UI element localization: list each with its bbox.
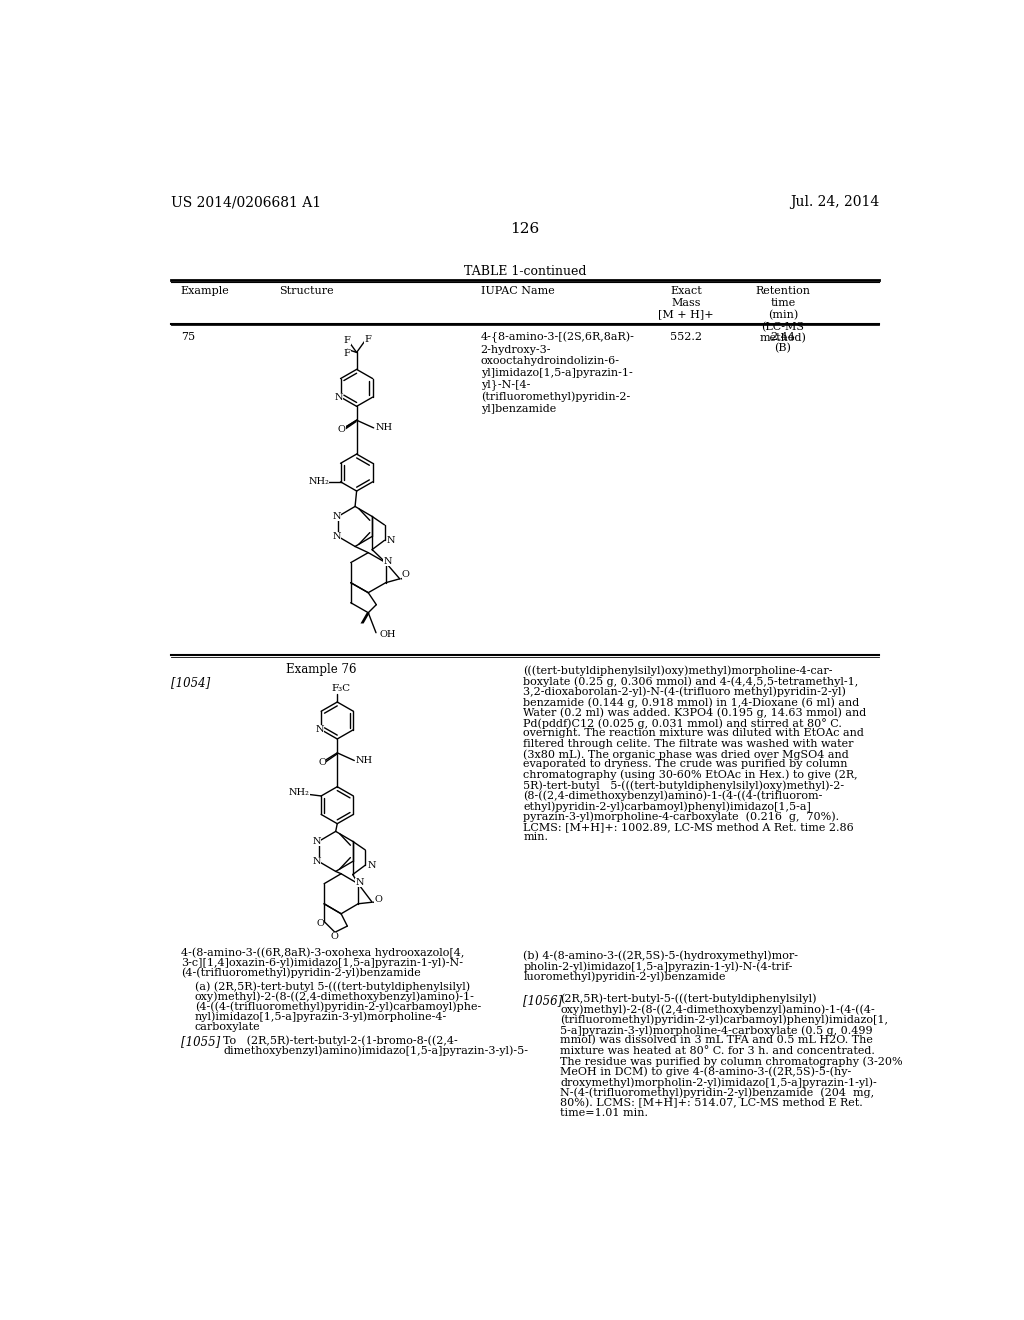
Text: [1054]: [1054] — [171, 677, 210, 689]
Text: (8-((2,4-dimethoxybenzyl)amino)-1-(4-((4-(trifluorom-: (8-((2,4-dimethoxybenzyl)amino)-1-(4-((4… — [523, 791, 822, 801]
Text: O: O — [318, 758, 327, 767]
Text: N: N — [315, 725, 324, 734]
Text: IUPAC Name: IUPAC Name — [480, 286, 554, 296]
Text: mmol) was dissolved in 3 mL TFA and 0.5 mL H2O. The: mmol) was dissolved in 3 mL TFA and 0.5 … — [560, 1035, 873, 1045]
Text: O: O — [331, 932, 339, 941]
Text: N: N — [332, 532, 341, 541]
Text: Exact
Mass
[M + H]+: Exact Mass [M + H]+ — [658, 286, 714, 319]
Text: N: N — [313, 857, 322, 866]
Text: luoromethyl)pyridin-2-yl)benzamide: luoromethyl)pyridin-2-yl)benzamide — [523, 972, 726, 982]
Text: F₃C: F₃C — [332, 685, 350, 693]
Text: NH₂: NH₂ — [289, 788, 310, 797]
Text: 3-c][1,4]oxazin-6-yl)imidazo[1,5-a]pyrazin-1-yl)-N-: 3-c][1,4]oxazin-6-yl)imidazo[1,5-a]pyraz… — [180, 958, 463, 969]
Text: (4-((4-(trifluoromethyl)pyridin-2-yl)carbamoyl)phe-: (4-((4-(trifluoromethyl)pyridin-2-yl)car… — [195, 1002, 481, 1012]
Text: O: O — [338, 425, 346, 434]
Text: 4-{8-amino-3-[(2S,6R,8aR)-
2-hydroxy-3-
oxooctahydroindolizin-6-
yl]imidazo[1,5-: 4-{8-amino-3-[(2S,6R,8aR)- 2-hydroxy-3- … — [480, 331, 635, 414]
Text: Example 76: Example 76 — [287, 663, 357, 676]
Text: N: N — [335, 392, 343, 401]
Text: dimethoxybenzyl)amino)imidazo[1,5-a]pyrazin-3-yl)-5-: dimethoxybenzyl)amino)imidazo[1,5-a]pyra… — [223, 1045, 528, 1056]
Text: benzamide (0.144 g, 0.918 mmol) in 1,4-Dioxane (6 ml) and: benzamide (0.144 g, 0.918 mmol) in 1,4-D… — [523, 697, 859, 708]
Text: N: N — [368, 861, 376, 870]
Polygon shape — [360, 612, 370, 623]
Text: (b) 4-(8-amino-3-((2R,5S)-5-(hydroxymethyl)mor-: (b) 4-(8-amino-3-((2R,5S)-5-(hydroxymeth… — [523, 950, 799, 961]
Text: NH: NH — [375, 424, 392, 433]
Text: Example: Example — [180, 286, 229, 296]
Text: (((tert-butyldiphenylsilyl)oxy)methyl)morpholine-4-car-: (((tert-butyldiphenylsilyl)oxy)methyl)mo… — [523, 665, 833, 676]
Text: pyrazin-3-yl)morpholine-4-carboxylate  (0.216  g,  70%).: pyrazin-3-yl)morpholine-4-carboxylate (0… — [523, 812, 840, 822]
Text: N: N — [387, 536, 395, 545]
Text: N: N — [383, 557, 391, 565]
Text: (4-(trifluoromethyl)pyridin-2-yl)benzamide: (4-(trifluoromethyl)pyridin-2-yl)benzami… — [180, 968, 421, 978]
Text: carboxylate: carboxylate — [195, 1022, 260, 1031]
Text: TABLE 1-continued: TABLE 1-continued — [464, 264, 586, 277]
Text: LCMS: [M+H]+: 1002.89, LC-MS method A Ret. time 2.86: LCMS: [M+H]+: 1002.89, LC-MS method A Re… — [523, 822, 854, 832]
Text: To   (2R,5R)-tert-butyl-2-(1-bromo-8-((2,4-: To (2R,5R)-tert-butyl-2-(1-bromo-8-((2,4… — [223, 1035, 458, 1045]
Text: NH: NH — [356, 756, 373, 766]
Text: The residue was purified by column chromatography (3-20%: The residue was purified by column chrom… — [560, 1056, 903, 1067]
Text: 126: 126 — [510, 222, 540, 235]
Text: F: F — [344, 337, 351, 346]
Text: time=1.01 min.: time=1.01 min. — [560, 1109, 648, 1118]
Text: MeOH in DCM) to give 4-(8-amino-3-((2R,5S)-5-(hy-: MeOH in DCM) to give 4-(8-amino-3-((2R,5… — [560, 1067, 852, 1077]
Text: droxymethyl)morpholin-2-yl)imidazo[1,5-a]pyrazin-1-yl)-: droxymethyl)morpholin-2-yl)imidazo[1,5-a… — [560, 1077, 878, 1088]
Text: Water (0.2 ml) was added. K3PO4 (0.195 g, 14.63 mmol) and: Water (0.2 ml) was added. K3PO4 (0.195 g… — [523, 708, 866, 718]
Text: N: N — [313, 837, 322, 846]
Text: 4-(8-amino-3-((6R,8aR)-3-oxohexa hydrooxazolo[4,: 4-(8-amino-3-((6R,8aR)-3-oxohexa hydroox… — [180, 948, 464, 958]
Text: 75: 75 — [180, 331, 195, 342]
Text: filtered through celite. The filtrate was washed with water: filtered through celite. The filtrate wa… — [523, 739, 854, 748]
Text: oxy)methyl)-2-(8-((2,4-dimethoxybenzyl)amino)-1-(4-((4-: oxy)methyl)-2-(8-((2,4-dimethoxybenzyl)a… — [560, 1005, 876, 1015]
Text: NH₂: NH₂ — [308, 478, 330, 486]
Text: overnight. The reaction mixture was diluted with EtOAc and: overnight. The reaction mixture was dilu… — [523, 729, 864, 738]
Text: F: F — [344, 350, 351, 359]
Text: [1056]: [1056] — [523, 994, 562, 1007]
Text: Jul. 24, 2014: Jul. 24, 2014 — [790, 195, 879, 210]
Text: O: O — [402, 570, 410, 579]
Text: N: N — [332, 512, 341, 521]
Text: ethyl)pyridin-2-yl)carbamoyl)phenyl)imidazo[1,5-a]: ethyl)pyridin-2-yl)carbamoyl)phenyl)imid… — [523, 801, 811, 812]
Text: pholin-2-yl)imidazo[1,5-a]pyrazin-1-yl)-N-(4-trif-: pholin-2-yl)imidazo[1,5-a]pyrazin-1-yl)-… — [523, 961, 793, 972]
Text: US 2014/0206681 A1: US 2014/0206681 A1 — [171, 195, 321, 210]
Text: N: N — [355, 878, 364, 887]
Text: mixture was heated at 80° C. for 3 h. and concentrated.: mixture was heated at 80° C. for 3 h. an… — [560, 1045, 876, 1056]
Text: (trifluoromethyl)pyridin-2-yl)carbamoyl)phenyl)imidazo[1,: (trifluoromethyl)pyridin-2-yl)carbamoyl)… — [560, 1015, 889, 1026]
Text: OH: OH — [379, 630, 395, 639]
Text: oxy)methyl)-2-(8-((2,4-dimethoxybenzyl)amino)-1-: oxy)methyl)-2-(8-((2,4-dimethoxybenzyl)a… — [195, 991, 474, 1002]
Text: 5R)-tert-butyl   5-(((tert-butyldiphenylsilyl)oxy)methyl)-2-: 5R)-tert-butyl 5-(((tert-butyldiphenylsi… — [523, 780, 845, 791]
Text: 3,2-dioxaborolan-2-yl)-N-(4-(trifluoro methyl)pyridin-2-yl): 3,2-dioxaborolan-2-yl)-N-(4-(trifluoro m… — [523, 686, 846, 697]
Text: F: F — [365, 335, 371, 343]
Text: Structure: Structure — [279, 286, 334, 296]
Text: [1055]: [1055] — [180, 1035, 220, 1048]
Text: 552.2: 552.2 — [670, 331, 702, 342]
Text: evaporated to dryness. The crude was purified by column: evaporated to dryness. The crude was pur… — [523, 759, 848, 770]
Text: (2R,5R)-tert-butyl-5-(((tert-butyldiphenylsilyl): (2R,5R)-tert-butyl-5-(((tert-butyldiphen… — [560, 994, 817, 1005]
Text: 5-a]pyrazin-3-yl)morpholine-4-carboxylate (0.5 g, 0.499: 5-a]pyrazin-3-yl)morpholine-4-carboxylat… — [560, 1026, 873, 1036]
Text: N-(4-(trifluoromethyl)pyridin-2-yl)benzamide  (204  mg,: N-(4-(trifluoromethyl)pyridin-2-yl)benza… — [560, 1088, 874, 1098]
Text: Retention
time
(min)
(LC-MS
method): Retention time (min) (LC-MS method) — [756, 286, 810, 343]
Text: boxylate (0.25 g, 0.306 mmol) and 4-(4,4,5,5-tetramethyl-1,: boxylate (0.25 g, 0.306 mmol) and 4-(4,4… — [523, 676, 858, 686]
Text: min.: min. — [523, 832, 548, 842]
Text: O: O — [375, 895, 382, 904]
Text: Pd(pddf)C12 (0.025 g, 0.031 mmol) and stirred at 80° C.: Pd(pddf)C12 (0.025 g, 0.031 mmol) and st… — [523, 718, 842, 729]
Text: O: O — [316, 919, 325, 928]
Text: (a) (2R,5R)-tert-butyl 5-(((tert-butyldiphenylsilyl): (a) (2R,5R)-tert-butyl 5-(((tert-butyldi… — [195, 982, 470, 993]
Text: 2.44
(B): 2.44 (B) — [770, 331, 796, 354]
Text: (3x80 mL). The organic phase was dried over MgSO4 and: (3x80 mL). The organic phase was dried o… — [523, 748, 849, 759]
Text: nyl)imidazo[1,5-a]pyrazin-3-yl)morpholine-4-: nyl)imidazo[1,5-a]pyrazin-3-yl)morpholin… — [195, 1011, 446, 1022]
Text: chromatography (using 30-60% EtOAc in Hex.) to give (2R,: chromatography (using 30-60% EtOAc in He… — [523, 770, 858, 780]
Text: 80%). LCMS: [M+H]+: 514.07, LC-MS method E Ret.: 80%). LCMS: [M+H]+: 514.07, LC-MS method… — [560, 1098, 863, 1109]
